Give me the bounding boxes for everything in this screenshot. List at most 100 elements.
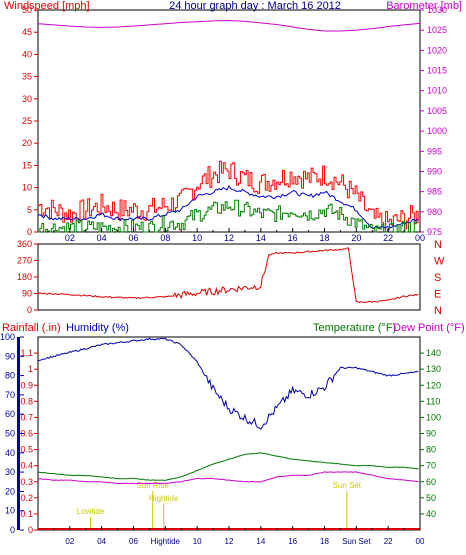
rainfall-y-ticks: 0 0.1 0.2 0.3 0.4 0.5 0.6 0.7 0.8 0.9 1 1.1 — [20, 348, 38, 535]
temperature-y-tick-label: 130 — [426, 364, 441, 374]
humidity-y-tick-label: 100 — [0, 332, 15, 342]
barometer-y-tick-label: 975 — [427, 227, 442, 237]
rht-x-tick-label: 16 — [288, 537, 297, 546]
tide-sun-annotations: Lowtide Sun Rise Hightide Sun Set — [77, 481, 362, 528]
wind-x-tick-label: 08 — [160, 233, 170, 243]
wind-y-tick-label: 25 — [22, 116, 32, 126]
rht-x-tick-label: 18 — [320, 537, 329, 546]
rht-x-tick-label: 12 — [225, 537, 234, 546]
humidity-y-tick-label: 90 — [5, 351, 15, 361]
rht-x-tick-label: 22 — [384, 537, 393, 546]
humidity-y-tick-label: 20 — [5, 486, 15, 496]
temperature-y-tick-label: 50 — [426, 493, 436, 503]
wind-y-tick-label: 0 — [27, 227, 32, 237]
rainfall-y-tick-label: 0.3 — [20, 477, 33, 487]
wind-y-tick-label: 35 — [22, 72, 32, 82]
direction-y-tick-label: 270 — [17, 256, 32, 266]
wind-axis-label: Windspeed [mph] — [4, 0, 90, 12]
wind-x-tick-label: 18 — [319, 233, 329, 243]
temperature-y-tick-label: 60 — [426, 477, 436, 487]
direction-line — [37, 247, 419, 303]
wind-x-tick-label: 06 — [128, 233, 138, 243]
wind-x-ticks: 02 04 06 08 10 12 14 16 18 20 22 00 — [53, 228, 425, 243]
humidity-axis-label: Humidity (%) — [66, 322, 129, 334]
wind-barometer-panel: Windspeed [mph] 24 hour graph day : Marc… — [4, 0, 462, 243]
compass-label: E — [434, 289, 441, 301]
temperature-y-tick-label: 110 — [426, 396, 440, 406]
wind-panel-frame — [37, 9, 421, 233]
rainfall-y-tick-label: 0.5 — [20, 445, 33, 455]
rht-x-tick-label: 00 — [416, 537, 425, 546]
temperature-y-ticks: 40 50 60 70 80 90 100 110 120 130 140 — [420, 348, 441, 519]
temperature-y-tick-label: 90 — [426, 429, 436, 439]
wind-y-ticks: 0 5 10 15 20 25 30 35 40 45 50 — [22, 5, 38, 237]
wind-y-tick-label: 5 — [27, 205, 32, 215]
barometer-y-tick-label: 985 — [427, 187, 442, 197]
wind-y-tick-label: 30 — [22, 94, 32, 104]
wind-x-tick-label: 16 — [288, 233, 298, 243]
temperature-y-tick-label: 40 — [426, 509, 436, 519]
rht-panel-frame — [37, 336, 421, 531]
rht-x-tick-label: 06 — [129, 537, 138, 546]
direction-y-ticks: 0 90 180 270 360 — [17, 239, 38, 315]
barometer-y-tick-label: 1020 — [427, 45, 447, 55]
compass-label: N — [434, 239, 442, 251]
direction-series — [37, 247, 419, 303]
temperature-y-tick-label: 140 — [426, 348, 441, 358]
barometer-axis-label: Barometer [mb] — [386, 0, 462, 12]
wind-y-tick-label: 45 — [22, 27, 32, 37]
rht-x-ticks: 02 04 06 Hightide 10 12 14 16 18 Sun Set 22 00 — [53, 526, 425, 546]
humidity-y-tick-label: 70 — [5, 390, 15, 400]
rainfall-y-tick-label: 0.2 — [20, 493, 33, 503]
direction-y-tick-label: 180 — [17, 272, 32, 282]
rht-x-tick-label: 14 — [256, 537, 265, 546]
direction-y-tick-label: 0 — [27, 305, 32, 315]
rainfall-y-tick-label: 0.1 — [20, 509, 33, 519]
humidity-y-ticks: 0 10 20 30 40 50 60 70 80 90 100 — [0, 332, 24, 535]
barometer-y-tick-label: 980 — [427, 207, 442, 217]
annotation-label: Lowtide — [77, 507, 105, 516]
compass-label: W — [434, 256, 445, 268]
barometer-y-ticks: 975 980 985 990 995 1000 1005 1010 1015 1020 1025 1… — [420, 5, 447, 237]
rht-x-tick-label: 10 — [193, 537, 202, 546]
direction-y-tick-label: 90 — [22, 289, 32, 299]
rainfall-y-tick-label: 0.7 — [20, 412, 33, 422]
wind-y-tick-label: 50 — [22, 5, 32, 15]
wind-x-tick-label: 00 — [415, 233, 425, 243]
wind-low-line — [38, 199, 419, 233]
humidity-y-tick-label: 30 — [5, 467, 15, 477]
barometer-y-tick-label: 995 — [427, 146, 442, 156]
compass-label: N — [434, 305, 442, 317]
wind-y-tick-label: 15 — [22, 160, 32, 170]
rht-x-tick-label: Sun Set — [342, 537, 371, 546]
temperature-axis-label: Temperature (°F) — [313, 322, 396, 334]
wind-barometer-series — [37, 19, 421, 233]
wind-x-tick-label: 20 — [351, 233, 361, 243]
wind-gust-line — [38, 160, 419, 233]
temperature-y-tick-label: 100 — [426, 412, 441, 422]
humidity-y-tick-label: 50 — [5, 429, 15, 439]
wind-avg-line — [37, 185, 419, 229]
rainfall-y-tick-label: 0.4 — [20, 461, 33, 471]
wind-x-tick-label: 04 — [97, 233, 107, 243]
rht-series — [37, 337, 420, 530]
annotation-label: Hightide — [149, 494, 179, 503]
direction-panel-frame — [37, 243, 421, 311]
barometer-y-tick-label: 1015 — [427, 66, 447, 76]
rainfall-y-tick-label: 1 — [28, 364, 33, 374]
rainfall-y-tick-label: 0.8 — [20, 396, 33, 406]
rht-x-tick-label: 04 — [97, 537, 106, 546]
rain-humidity-temp-panel: Rainfall (.in) Humidity (%) Temperature … — [0, 322, 465, 546]
wind-x-tick-label: 10 — [192, 233, 202, 243]
barometer-y-tick-label: 990 — [427, 166, 442, 176]
barometer-y-tick-label: 1000 — [427, 126, 447, 136]
dewpoint-line — [37, 471, 419, 485]
wind-x-tick-label: 22 — [383, 233, 393, 243]
humidity-y-tick-label: 0 — [10, 525, 15, 535]
barometer-line — [37, 19, 421, 32]
compass-label: S — [434, 272, 441, 284]
rht-x-tick-label: Hightide — [151, 537, 181, 546]
